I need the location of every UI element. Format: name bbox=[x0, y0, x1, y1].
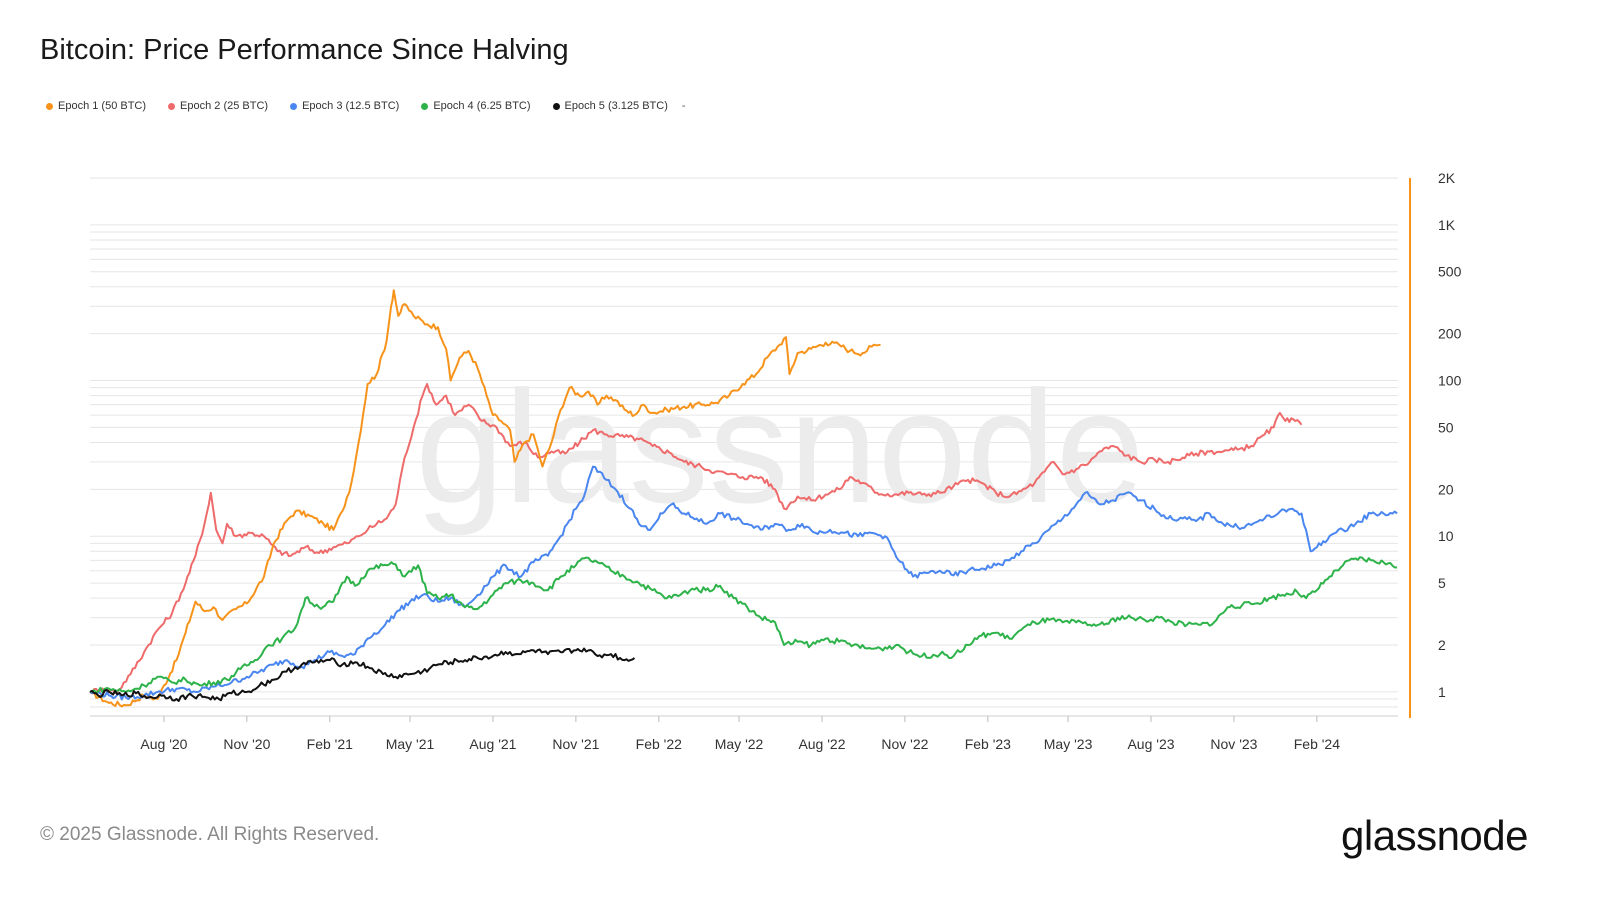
watermark: glassnode bbox=[415, 357, 1144, 536]
x-tick-label: May '23 bbox=[1044, 736, 1093, 752]
series-line-epoch5[interactable] bbox=[89, 647, 636, 702]
x-tick-label: Nov '22 bbox=[881, 736, 928, 752]
legend-item-epoch2[interactable]: Epoch 2 (25 BTC) bbox=[168, 100, 268, 112]
x-tick-label: Nov '23 bbox=[1210, 736, 1257, 752]
x-tick-label: Nov '20 bbox=[223, 736, 270, 752]
legend-dot-epoch3 bbox=[290, 102, 298, 110]
y-tick-label: 2 bbox=[1438, 637, 1446, 653]
y-tick-label: 5 bbox=[1438, 575, 1446, 591]
legend-dot-epoch4 bbox=[421, 102, 429, 110]
series-line-epoch2[interactable] bbox=[89, 383, 1303, 695]
x-tick-label: Feb '24 bbox=[1294, 736, 1340, 752]
y-tick-label: 500 bbox=[1438, 264, 1462, 280]
x-tick-label: Feb '22 bbox=[636, 736, 682, 752]
legend: Epoch 1 (50 BTC) Epoch 2 (25 BTC) Epoch … bbox=[46, 100, 708, 112]
y-tick-label: 20 bbox=[1438, 481, 1454, 497]
legend-label-epoch4: Epoch 4 (6.25 BTC) bbox=[433, 100, 531, 112]
x-tick-label: Aug '22 bbox=[798, 736, 845, 752]
legend-extra: - bbox=[681, 100, 686, 112]
x-tick-label: Feb '23 bbox=[965, 736, 1011, 752]
series-line-epoch1[interactable] bbox=[89, 289, 881, 708]
y-tick-label: 50 bbox=[1438, 419, 1454, 435]
price-performance-chart[interactable]: glassnode 2K 1K 500 200 100 50 20 10 5 2 1 Aug '20 N… bbox=[0, 0, 1600, 800]
x-tick-label: May '21 bbox=[386, 736, 435, 752]
y-tick-label: 2K bbox=[1438, 170, 1456, 186]
y-tick-label: 200 bbox=[1438, 326, 1462, 342]
y-tick-label: 100 bbox=[1438, 373, 1462, 389]
legend-label-epoch3: Epoch 3 (12.5 BTC) bbox=[302, 100, 400, 112]
legend-item-epoch4[interactable]: Epoch 4 (6.25 BTC) bbox=[421, 100, 531, 112]
y-tick-label: 1 bbox=[1438, 684, 1446, 700]
legend-dot-epoch5 bbox=[552, 102, 560, 110]
legend-item-epoch1[interactable]: Epoch 1 (50 BTC) bbox=[46, 100, 146, 112]
x-tick-label: Nov '21 bbox=[552, 736, 599, 752]
chart-title: Bitcoin: Price Performance Since Halving bbox=[40, 34, 569, 66]
legend-item-epoch3[interactable]: Epoch 3 (12.5 BTC) bbox=[290, 100, 399, 112]
x-tick-label: Aug '20 bbox=[140, 736, 187, 752]
legend-item-epoch5[interactable]: Epoch 5 (3.125 BTC) - bbox=[552, 100, 686, 112]
legend-dot-epoch1 bbox=[46, 102, 53, 110]
axis-layer: 2K 1K 500 200 100 50 20 10 5 2 1 Aug '20 Nov '20 Feb … bbox=[90, 170, 1462, 752]
legend-label-epoch1: Epoch 1 (50 BTC) bbox=[58, 100, 147, 112]
x-tick-label: Aug '23 bbox=[1127, 736, 1174, 752]
x-tick-label: May '22 bbox=[715, 736, 764, 752]
glassnode-logo[interactable]: glassnode bbox=[1341, 812, 1528, 859]
legend-dot-epoch2 bbox=[168, 102, 176, 110]
x-tick-label: Aug '21 bbox=[469, 736, 516, 752]
copyright-footer: © 2025 Glassnode. All Rights Reserved. bbox=[40, 824, 380, 845]
y-tick-label: 10 bbox=[1438, 528, 1454, 544]
series-line-epoch4[interactable] bbox=[89, 556, 1398, 695]
x-tick-label: Feb '21 bbox=[307, 736, 353, 752]
y-tick-label: 1K bbox=[1438, 217, 1456, 233]
series-layer bbox=[89, 289, 1398, 708]
legend-label-epoch2: Epoch 2 (25 BTC) bbox=[180, 100, 269, 112]
legend-label-epoch5: Epoch 5 (3.125 BTC) bbox=[564, 100, 668, 112]
